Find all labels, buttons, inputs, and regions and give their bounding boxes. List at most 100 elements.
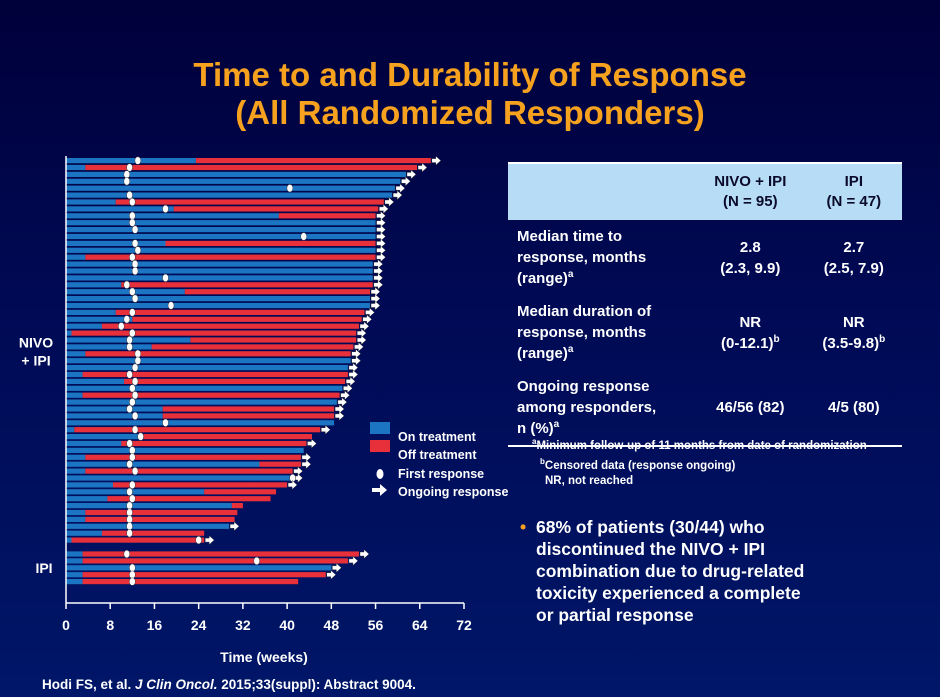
ongoing-response-arrow <box>359 321 370 332</box>
first-response-marker <box>126 460 133 469</box>
off-treatment-bar <box>85 164 418 171</box>
on-treatment-bar <box>66 275 373 281</box>
x-tick-label: 8 <box>106 617 114 633</box>
first-response-marker <box>129 570 136 579</box>
x-tick-label: 16 <box>147 617 163 633</box>
first-response-marker <box>162 204 169 213</box>
nivo-ipi-value: 2.8 (2.3, 9.9) <box>720 238 781 277</box>
table-header-row: NIVO + IPI (N = 95) IPI (N = 47) <box>508 163 902 220</box>
patient-row <box>66 487 277 496</box>
on-treatment-bar <box>66 371 83 378</box>
patient-row <box>66 245 386 256</box>
patient-row <box>66 508 238 517</box>
on-treatment-bar <box>66 420 335 426</box>
x-tick-label: 40 <box>279 617 295 633</box>
ongoing-response-arrow <box>376 245 386 256</box>
ongoing-response-arrow <box>370 300 381 311</box>
off-treatment-bar <box>259 461 301 467</box>
patient-row <box>66 293 381 304</box>
on-treatment-bar <box>66 537 72 543</box>
ongoing-response-arrow <box>365 307 375 318</box>
first-response-marker <box>129 329 136 338</box>
on-treatment-bar <box>66 579 83 585</box>
nivo-ipi-value: NR (0-12.1)b <box>720 313 780 352</box>
header-ipi: IPI (N = 47) <box>826 173 882 210</box>
on-treatment-bar <box>66 282 122 288</box>
ongoing-response-arrow <box>359 549 370 559</box>
on-treatment-bar <box>66 496 108 502</box>
ongoing-response-arrow <box>376 231 386 242</box>
ongoing-response-arrow <box>321 424 331 435</box>
ongoing-response-arrow <box>395 183 406 194</box>
ongoing-response-arrow <box>379 203 389 214</box>
on-treatment-bar <box>66 158 196 164</box>
ongoing-response-arrow <box>384 197 395 207</box>
first-response-marker <box>131 377 139 386</box>
ipi-value: 4/5 (80) <box>827 399 880 416</box>
patient-row <box>66 162 428 173</box>
first-response-marker <box>131 391 139 400</box>
patient-row <box>66 549 370 559</box>
patient-row <box>66 155 442 166</box>
response-table: NIVO + IPI (N = 95) IPI (N = 47) Median … <box>508 162 902 447</box>
patient-row <box>66 176 411 187</box>
legend-first-response-marker <box>376 469 384 479</box>
on-treatment-bar <box>66 220 376 226</box>
on-treatment-bar <box>66 289 185 295</box>
first-response-marker <box>129 197 136 207</box>
off-treatment-bar <box>195 158 431 164</box>
first-response-marker <box>126 515 133 524</box>
patient-row <box>66 535 215 546</box>
first-response-marker <box>162 273 169 282</box>
patient-row <box>66 328 367 339</box>
off-treatment-bar <box>151 344 354 350</box>
first-response-marker <box>123 315 131 324</box>
first-response-marker <box>129 446 136 455</box>
on-treatment-bar <box>66 461 260 467</box>
first-response-marker <box>129 480 136 489</box>
on-treatment-bar <box>66 572 83 578</box>
footnote-a: aMinimum follow-up of 11 months from dat… <box>532 437 867 452</box>
ongoing-response-arrow <box>373 272 384 283</box>
first-response-marker <box>134 246 142 255</box>
group-label-line1: NIVO <box>19 334 53 350</box>
off-treatment-bar <box>74 427 321 433</box>
title-line-1: Time to and Durability of Response <box>193 56 747 93</box>
legend-ongoing-arrow <box>372 484 387 496</box>
patient-row <box>66 197 395 207</box>
ongoing-response-arrow <box>334 404 345 414</box>
patient-row <box>66 418 335 427</box>
ongoing-response-arrow <box>351 348 361 359</box>
citation: Hodi FS, et al. J Clin Oncol. 2015;33(su… <box>42 677 416 692</box>
patient-row <box>66 300 381 311</box>
off-treatment-bar <box>115 199 384 205</box>
ongoing-response-arrow <box>326 569 337 580</box>
first-response-marker <box>126 529 133 538</box>
on-treatment-bar <box>66 365 348 371</box>
first-response-marker <box>126 404 133 414</box>
patient-row <box>66 383 353 394</box>
first-response-marker <box>300 232 307 241</box>
x-tick-label: 56 <box>368 617 384 633</box>
patient-row <box>66 577 299 586</box>
off-treatment-bar <box>101 323 359 329</box>
patient-row <box>66 446 304 455</box>
ongoing-response-arrow <box>376 252 386 263</box>
off-treatment-bar <box>231 503 243 509</box>
on-treatment-bar <box>66 406 163 412</box>
patient-row <box>66 307 375 318</box>
on-treatment-bar <box>66 358 351 364</box>
off-treatment-bar <box>82 572 326 578</box>
ipi-value: NR (3.5-9.8)b <box>822 313 886 352</box>
off-treatment-bar <box>82 392 340 398</box>
on-treatment-bar <box>66 199 116 205</box>
table-row: Median duration of response, months (range… <box>508 295 902 370</box>
ongoing-response-arrow <box>348 369 359 380</box>
off-treatment-bar <box>82 579 299 585</box>
off-treatment-bar <box>132 316 362 322</box>
bullet-line-5: or partial response <box>536 605 694 625</box>
first-response-marker <box>126 342 133 351</box>
ongoing-response-arrow <box>343 383 353 394</box>
bullet-line-4: toxicity experienced a complete <box>536 583 801 603</box>
patient-row <box>66 272 384 283</box>
